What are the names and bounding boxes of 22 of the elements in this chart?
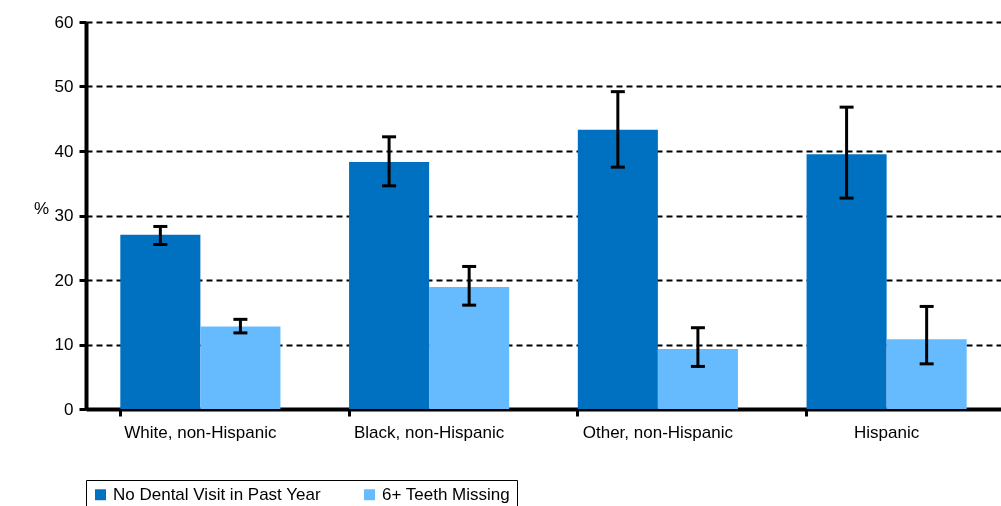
y-tick-label: 60 <box>54 12 74 32</box>
bar <box>577 129 658 409</box>
bar <box>429 287 510 409</box>
bar <box>657 349 738 409</box>
legend-label: No Dental Visit in Past Year <box>113 484 321 504</box>
y-tick-label: 40 <box>54 141 74 161</box>
bar <box>886 339 967 409</box>
x-tick-label: Other, non-Hispanic <box>582 422 734 442</box>
y-tick-label: 0 <box>64 399 74 419</box>
bar <box>349 161 430 409</box>
y-tick-label: 50 <box>54 77 74 96</box>
bar <box>200 326 281 409</box>
y-tick-label: 20 <box>54 270 74 290</box>
bar <box>120 234 201 409</box>
x-tick-label: White, non-Hispanic <box>124 422 277 442</box>
x-tick-label: Hispanic <box>854 422 920 442</box>
y-axis-title: % <box>33 198 50 218</box>
legend-label: 6+ Teeth Missing <box>382 484 510 504</box>
y-tick-label: 10 <box>54 335 74 354</box>
x-tick-label: Black, non-Hispanic <box>354 422 505 442</box>
y-tick-label: 30 <box>54 206 74 225</box>
bar <box>806 154 887 409</box>
